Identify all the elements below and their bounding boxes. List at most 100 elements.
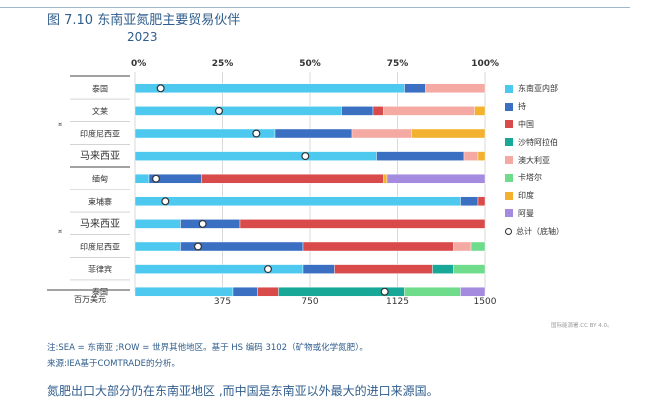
bar-segment bbox=[372, 106, 384, 116]
top-axis-tick: 50% bbox=[299, 59, 321, 69]
bar-segment bbox=[411, 128, 486, 139]
bar-segment bbox=[453, 241, 472, 252]
chart-title: 图 7.10 东南亚氮肥主要贸易伙伴 bbox=[47, 13, 241, 28]
bar-segment bbox=[257, 287, 279, 297]
total-marker bbox=[301, 152, 310, 161]
row-label: 柬埔寨 bbox=[88, 196, 112, 206]
bar-segment bbox=[180, 219, 241, 229]
legend-dot-icon bbox=[505, 227, 512, 235]
bar-segment bbox=[477, 196, 486, 207]
bottom-axis-tick: 375 bbox=[214, 297, 231, 307]
top-axis-tick: 75% bbox=[387, 59, 409, 69]
figure-caption: 氮肥出口大部分仍在东南亚地区 ,而中国是东南亚以外最大的进口来源国。 bbox=[47, 384, 439, 398]
top-rule bbox=[0, 7, 630, 8]
legend-item: 卡塔尔 bbox=[505, 169, 645, 187]
bar-segment bbox=[474, 106, 486, 116]
top-axis-tick: 100% bbox=[471, 59, 499, 69]
total-marker bbox=[198, 219, 207, 228]
bar-segment bbox=[239, 219, 486, 229]
bar-segment bbox=[463, 151, 479, 161]
source-text: 来源:IEA基于COMTRADE的分析。 bbox=[47, 359, 181, 369]
bar-segment bbox=[134, 196, 461, 207]
legend-item: 印度 bbox=[505, 187, 645, 205]
bar-segment bbox=[134, 287, 234, 297]
bar-segment bbox=[134, 241, 181, 252]
total-marker bbox=[194, 242, 203, 251]
legend-swatch bbox=[505, 120, 513, 129]
legend-label: 卡塔尔 bbox=[518, 173, 542, 183]
total-marker bbox=[264, 265, 273, 274]
total-marker bbox=[156, 84, 165, 93]
bar-segment bbox=[134, 83, 405, 94]
bar-segment bbox=[134, 173, 150, 184]
bar-segment bbox=[274, 128, 353, 139]
legend-label: 沙特阿拉伯 bbox=[518, 137, 558, 147]
bar-segment bbox=[425, 83, 486, 94]
bar-segment bbox=[386, 173, 486, 184]
bottom-axis-label: 百万美元 bbox=[74, 294, 106, 304]
stacked-bar-chart: 0% 25% 50% 75% 100%375 750 1125 1500百万美元¤¤泰国文莱印… bbox=[47, 59, 499, 307]
legend-swatch bbox=[505, 102, 513, 111]
total-marker bbox=[161, 197, 170, 206]
bar-segment bbox=[302, 241, 454, 252]
bar-segment bbox=[460, 287, 486, 297]
legend-swatch bbox=[505, 84, 513, 93]
legend-label: 中国 bbox=[518, 119, 534, 129]
row-label: 缅甸 bbox=[92, 174, 108, 184]
row-label: 印度尼西亚 bbox=[80, 242, 120, 252]
bar-segment bbox=[453, 264, 486, 274]
legend-item: 总计（底轴） bbox=[505, 222, 645, 240]
top-axis-tick: 25% bbox=[212, 59, 234, 69]
legend-label: 阿曼 bbox=[518, 208, 534, 218]
bar-segment bbox=[383, 173, 388, 184]
bar-segment bbox=[201, 173, 384, 184]
legend-item: 阿曼 bbox=[505, 205, 645, 223]
legend-item: 澳大利亚 bbox=[505, 151, 645, 169]
total-marker bbox=[252, 129, 261, 138]
bar-segment bbox=[460, 196, 479, 207]
bar-segment bbox=[404, 287, 461, 297]
legend-swatch bbox=[505, 191, 513, 200]
legend-label: 印度 bbox=[518, 191, 534, 201]
total-marker bbox=[380, 287, 389, 296]
bar-segment bbox=[134, 264, 304, 274]
bar-segment bbox=[134, 106, 342, 116]
bar-segment bbox=[351, 128, 412, 139]
bar-segment bbox=[432, 264, 454, 274]
legend-label: 东南亚内部 bbox=[518, 84, 558, 94]
bar-segment bbox=[232, 287, 258, 297]
row-label: 泰国 bbox=[92, 287, 108, 297]
row-label: 文莱 bbox=[92, 106, 108, 116]
bar-segment bbox=[477, 151, 486, 161]
total-marker bbox=[215, 106, 224, 115]
bar-segment bbox=[470, 241, 486, 252]
legend-swatch bbox=[505, 156, 513, 165]
legend-item: 中国 bbox=[505, 116, 645, 134]
chart-subtitle: 2023 bbox=[127, 30, 158, 44]
row-label: 印度尼西亚 bbox=[80, 129, 120, 139]
legend-label: 持 bbox=[518, 102, 526, 112]
bar-segment bbox=[376, 151, 465, 161]
bottom-axis-tick: 1125 bbox=[386, 297, 409, 307]
note-text: 注:SEA = 东南亚 ;ROW = 世界其他地区。基于 HS 编码 3102（… bbox=[47, 343, 368, 353]
bar-segment bbox=[334, 264, 433, 274]
bar-segment bbox=[404, 83, 426, 94]
row-label: 菲律宾 bbox=[88, 264, 112, 274]
legend-item: 东南亚内部 bbox=[505, 80, 645, 98]
legend-item: 持 bbox=[505, 98, 645, 116]
legend-label: 澳大利亚 bbox=[518, 155, 550, 165]
bar-segment bbox=[383, 106, 475, 116]
bar-segment bbox=[341, 106, 374, 116]
bar-segment bbox=[134, 219, 181, 229]
legend-swatch bbox=[505, 173, 513, 182]
bottom-axis-tick: 1500 bbox=[474, 297, 497, 307]
bottom-axis-tick: 750 bbox=[301, 297, 318, 307]
bar-segment bbox=[134, 151, 377, 161]
group-mark: ¤ bbox=[58, 228, 62, 235]
legend-swatch bbox=[505, 209, 513, 218]
credit-text: 国际能源署.CC BY 4.0。 bbox=[551, 323, 613, 329]
top-axis-tick: 0% bbox=[131, 59, 146, 69]
group-mark: ¤ bbox=[58, 121, 62, 128]
chart-legend: 东南亚内部持中国沙特阿拉伯澳大利亚卡塔尔印度阿曼总计（底轴） bbox=[505, 80, 645, 240]
row-label: 泰国 bbox=[92, 83, 108, 93]
